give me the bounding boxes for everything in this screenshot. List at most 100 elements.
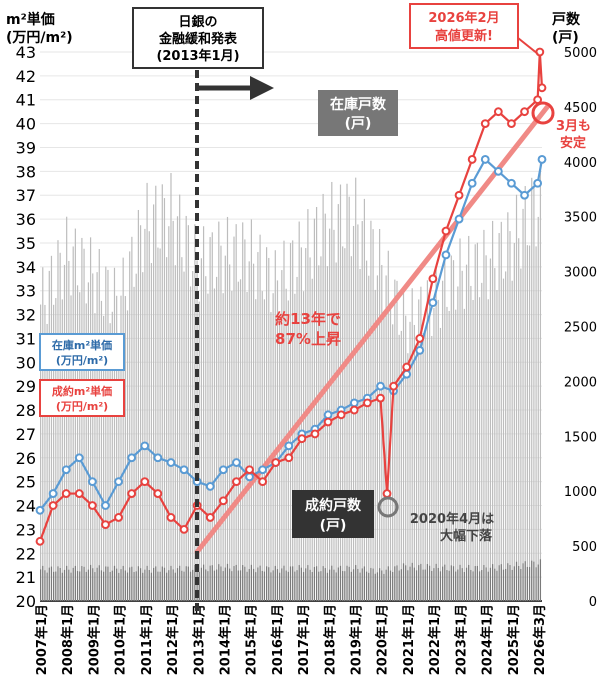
inventory-bar: [46, 323, 48, 601]
inventory-bar: [163, 198, 166, 601]
inventory-bar: [481, 282, 483, 601]
x-tick-label: 2024年1月: [480, 604, 496, 675]
inventory-bar: [522, 208, 524, 601]
inventory-bar: [483, 229, 485, 601]
closed-bar: [407, 570, 409, 601]
closed-bar: [61, 572, 63, 601]
closed-bar: [285, 570, 287, 601]
closed-bar: [355, 565, 357, 601]
left-axis-title-1: m²単価: [6, 11, 55, 28]
inventory-bar: [98, 249, 100, 601]
closed-bar: [489, 567, 492, 601]
inventory-price-point: [480, 155, 490, 164]
closed-price-point: [520, 107, 529, 117]
closed-bar: [502, 569, 505, 601]
left-tick-label: 36: [16, 210, 36, 229]
inventory-bar: [68, 260, 70, 601]
inventory-bar: [461, 270, 463, 601]
record-line-1: 2026年2月: [428, 10, 499, 26]
closed-bar: [172, 569, 174, 601]
closed-bar: [242, 565, 244, 601]
left-tick-label: 40: [16, 115, 36, 134]
closed-bar: [385, 569, 387, 601]
inventory-bar: [346, 183, 348, 601]
inventory-bar: [239, 279, 242, 601]
x-tick-label: 2018年1月: [322, 604, 338, 675]
closed-bar: [474, 566, 476, 601]
closed-price-point: [61, 489, 71, 498]
inventory-bar: [305, 248, 307, 601]
inventory-bar: [231, 290, 233, 601]
inventory-bar: [276, 280, 279, 601]
inventory-bar: [116, 295, 118, 601]
closed-bar: [461, 568, 463, 601]
closed-bar: [48, 567, 50, 601]
legend-closed-2: (万円/m²): [56, 400, 108, 413]
inventory-bar: [394, 279, 396, 601]
inventory-price-point: [140, 441, 150, 451]
inventory-bar: [255, 299, 257, 601]
left-axis-title-2: (万円/m²): [6, 30, 73, 46]
inventory-price-point: [101, 501, 110, 510]
closed-bar: [192, 569, 194, 601]
closed-bar: [111, 570, 113, 601]
closed-bar: [498, 565, 500, 601]
inventory-bar: [309, 257, 311, 601]
closed-bar: [513, 566, 515, 601]
closed-bar: [124, 570, 126, 601]
inventory-bar: [474, 244, 476, 602]
closed-bar: [305, 568, 307, 601]
inventory-bar: [224, 255, 226, 601]
closed-bar: [181, 570, 183, 601]
left-tick-label: 33: [16, 282, 36, 301]
inventory-label-2: (戸): [345, 116, 372, 132]
closed-bar: [179, 565, 181, 601]
closed-bar: [135, 571, 137, 601]
inventory-price-point: [61, 465, 71, 475]
closed-bar: [105, 566, 107, 601]
inventory-price-point: [428, 298, 438, 308]
closed-bar: [368, 572, 370, 601]
closed-price-point: [402, 362, 412, 372]
inventory-bar: [55, 298, 57, 601]
inventory-bar: [365, 260, 368, 601]
closed-bar: [442, 566, 444, 601]
closed-bar: [300, 567, 302, 601]
closed-bar: [122, 565, 124, 601]
closed-price-point: [480, 119, 490, 129]
closed-price-point: [336, 410, 346, 420]
inventory-bar: [492, 220, 494, 601]
inventory-bar: [359, 268, 361, 601]
closed-bar: [485, 567, 487, 601]
right-arrow-head-icon: [250, 76, 274, 100]
closed-bar: [246, 571, 248, 601]
closed-bar: [335, 572, 337, 601]
inventory-price-point: [507, 178, 516, 188]
closed-bar: [170, 565, 172, 601]
inventory-bar: [161, 184, 163, 601]
closed-bar: [74, 565, 76, 601]
closed-bar: [313, 566, 316, 601]
closed-bar: [163, 567, 166, 601]
boj-line-2: 金融緩和発表: [158, 31, 238, 47]
closed-bar: [374, 573, 376, 601]
inventory-bar: [103, 315, 105, 601]
inventory-bar: [442, 280, 444, 601]
closed-bar: [248, 568, 250, 601]
march-circle: [531, 101, 555, 125]
inventory-bar: [455, 309, 457, 601]
record-line-2: 高値更新!: [435, 28, 493, 44]
x-tick-label: 2014年1月: [217, 604, 233, 675]
closed-bar: [455, 571, 457, 601]
inventory-bar: [266, 247, 268, 601]
inventory-bar: [107, 269, 109, 601]
inventory-bar: [439, 327, 442, 601]
closed-bar: [420, 563, 422, 601]
inventory-price-point: [258, 465, 268, 475]
inventory-bar: [335, 262, 337, 601]
closed-bar: [509, 565, 511, 601]
inventory-bar: [135, 273, 137, 601]
closed-price-point: [362, 398, 372, 408]
left-tick-label: 35: [16, 234, 36, 253]
inventory-label-1: 在庫戸数: [330, 96, 387, 113]
